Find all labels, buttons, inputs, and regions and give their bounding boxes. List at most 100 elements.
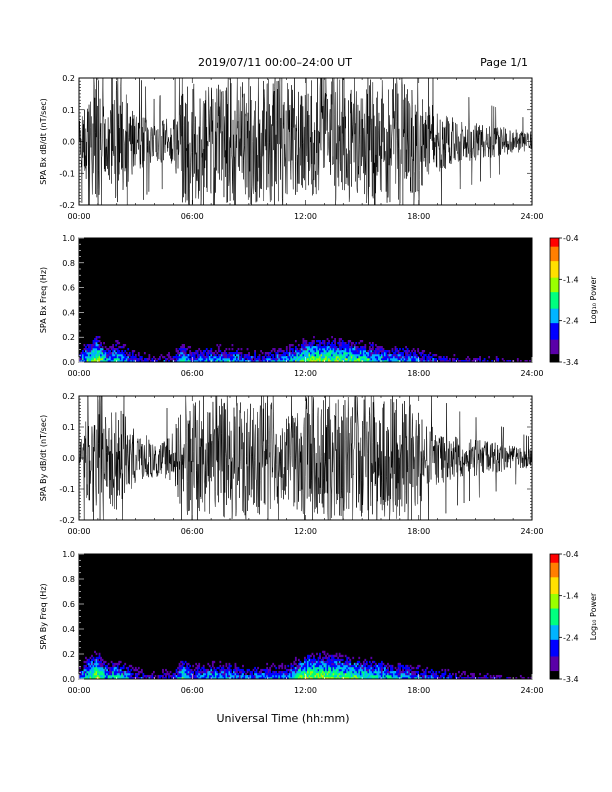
spectrogram-cell xyxy=(177,350,179,353)
spectrogram-cell xyxy=(199,358,202,361)
spectrogram-cell xyxy=(290,676,293,680)
spectrogram-cell xyxy=(362,360,365,363)
spectrogram-cell xyxy=(263,360,266,363)
spectrogram-cell xyxy=(317,358,320,361)
spectrogram-cell xyxy=(364,348,367,351)
spectrogram-cell xyxy=(456,676,459,680)
colorbar-segment xyxy=(550,240,559,243)
spectrogram-cell xyxy=(220,360,223,363)
spectrogram-cell xyxy=(325,666,327,670)
spectrogram-cell xyxy=(106,664,108,668)
spectrogram-cell xyxy=(408,666,410,670)
spectrogram-cell xyxy=(442,360,445,363)
spectrogram-cell xyxy=(305,664,308,668)
spectrogram-cell xyxy=(341,654,344,658)
spectrogram-cell xyxy=(373,352,376,355)
spectrogram-cell xyxy=(376,672,379,676)
spectrogram-cell xyxy=(228,672,231,676)
spectrogram-cell xyxy=(291,348,294,351)
x-tick-label: 18:00 xyxy=(407,212,430,221)
spectrogram-cell xyxy=(300,674,303,678)
x-tick-label: 18:00 xyxy=(407,369,430,378)
spectrogram-cell xyxy=(95,660,98,664)
spectrogram-cell xyxy=(367,664,370,668)
spectrogram-cell xyxy=(208,664,211,668)
spectrogram-cell xyxy=(276,358,279,361)
spectrogram-cell xyxy=(373,350,376,353)
spectrogram-cell xyxy=(331,660,333,664)
spectrogram-cell xyxy=(307,348,309,351)
spectrogram-cell xyxy=(402,666,404,670)
spectrogram-cell xyxy=(391,360,394,363)
spectrogram-cell xyxy=(88,350,90,353)
spectrogram-cell xyxy=(133,676,136,680)
spectrogram-cell xyxy=(340,348,343,351)
spectrogram-cell xyxy=(346,350,349,353)
spectrogram-cell xyxy=(319,672,321,676)
spectrogram-cell xyxy=(104,668,107,672)
spectrogram-cell xyxy=(311,652,314,656)
spectrogram-cell xyxy=(89,666,92,670)
spectrogram-cell xyxy=(85,354,87,357)
spectrogram-cell xyxy=(374,672,377,676)
spectrogram-cell xyxy=(340,662,343,666)
spectrogram-cell xyxy=(415,360,418,363)
spectrogram-cell xyxy=(323,358,326,361)
spectrogram-cell xyxy=(408,354,410,357)
spectrogram-cell xyxy=(294,668,297,672)
spectrogram-cell xyxy=(305,342,308,345)
spectrogram-cell xyxy=(414,358,417,361)
spectrogram-cell xyxy=(178,664,181,668)
spectrogram-cell xyxy=(320,674,323,678)
spectrogram-cell xyxy=(183,356,185,359)
spectrogram-cell xyxy=(377,670,380,674)
spectrogram-cell xyxy=(420,358,423,361)
spectrogram-cell xyxy=(385,676,388,680)
spectrogram-cell xyxy=(450,674,453,678)
spectrogram-cell xyxy=(116,360,119,363)
spectrogram-cell xyxy=(254,354,256,357)
spectrogram-cell xyxy=(278,672,281,676)
spectrogram-cell xyxy=(94,672,96,676)
spectrogram-cell xyxy=(417,666,420,670)
spectrogram-cell xyxy=(381,356,383,359)
spectrogram-cell xyxy=(104,676,107,680)
spectrogram-cell xyxy=(190,352,193,355)
spectrogram-cell xyxy=(92,350,95,353)
spectrogram-cell xyxy=(208,358,211,361)
spectrogram-cell xyxy=(160,354,163,357)
spectrogram-cell xyxy=(515,676,518,680)
x-tick-label: 24:00 xyxy=(520,686,543,695)
spectrogram-cell xyxy=(356,674,359,678)
y-tick-label: 0.0 xyxy=(62,675,75,684)
spectrogram-cell xyxy=(367,674,370,678)
spectrogram-cell xyxy=(217,356,220,359)
spectrogram-cell xyxy=(177,676,179,680)
spectrogram-cell xyxy=(183,670,185,674)
spectrogram-cell xyxy=(358,354,361,357)
x-tick-label: 12:00 xyxy=(294,686,317,695)
spectrogram-cell xyxy=(424,668,427,672)
spectrogram-cell xyxy=(373,358,376,361)
spectrogram-cell xyxy=(94,662,96,666)
spectrogram-cell xyxy=(316,356,318,359)
spectrogram-cell xyxy=(308,360,311,363)
spectrogram-cell xyxy=(296,664,299,668)
spectrogram-cell xyxy=(183,666,185,670)
spectrogram-cell xyxy=(293,660,296,664)
spectrogram-cell xyxy=(121,672,124,676)
spectrogram-cell xyxy=(294,658,297,662)
spectrogram-cell xyxy=(426,358,429,361)
spectrogram-cell xyxy=(300,354,303,357)
spectrogram-cell xyxy=(103,674,105,678)
spectrogram-cell xyxy=(284,360,287,363)
spectrogram-cell xyxy=(107,674,110,678)
colorbar-segment xyxy=(550,618,559,622)
colorbar-frame xyxy=(549,553,560,680)
spectrogram-cell xyxy=(230,358,232,361)
spectrogram-cell xyxy=(266,352,269,355)
spectrogram-cell xyxy=(427,356,430,359)
spectrogram-cell xyxy=(368,356,371,359)
spectrogram-cell xyxy=(323,348,326,351)
spectrogram-cell xyxy=(159,358,161,361)
